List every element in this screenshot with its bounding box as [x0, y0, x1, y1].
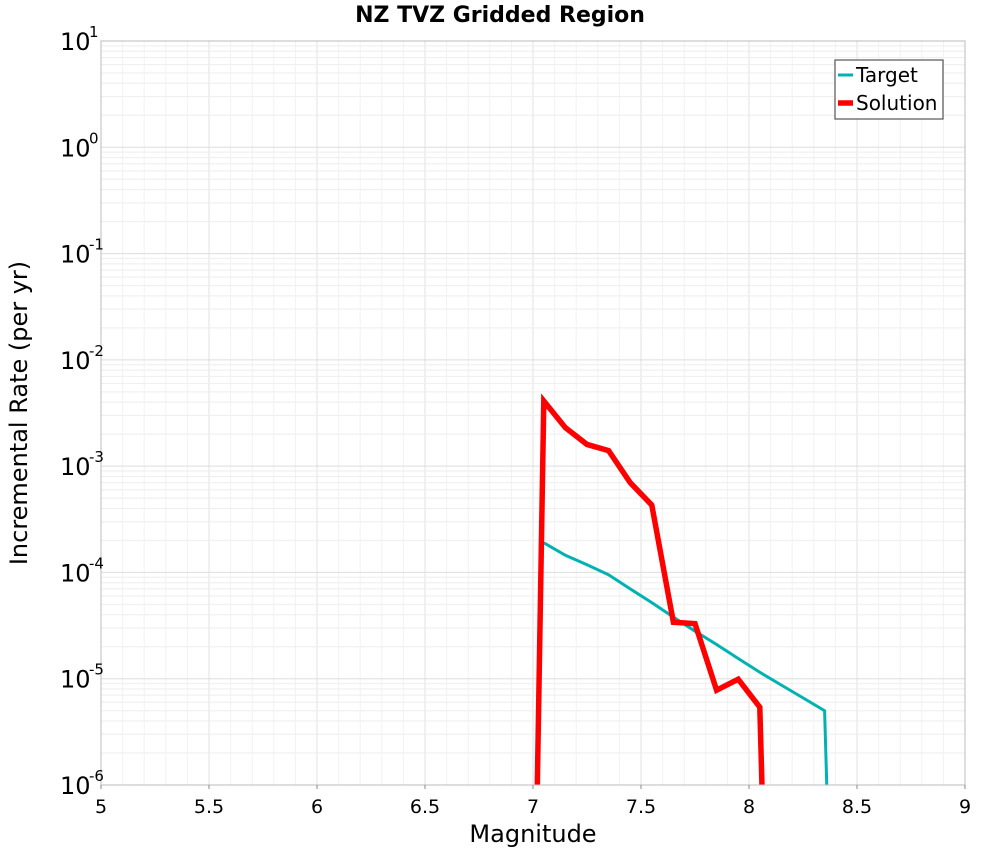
- x-tick-label: 6: [311, 796, 323, 818]
- x-tick-label: 6.5: [410, 796, 440, 818]
- y-tick-label: 10-1: [60, 236, 104, 269]
- grid: [100, 41, 966, 786]
- y-tick-exponent: -4: [89, 554, 104, 572]
- y-tick-label: 10-4: [60, 554, 104, 587]
- y-tick-base: 10: [60, 28, 91, 56]
- y-tick-base: 10: [60, 666, 91, 694]
- y-tick-label: 10-6: [60, 767, 104, 800]
- legend: Target Solution: [834, 59, 944, 120]
- y-tick-base: 10: [60, 347, 91, 375]
- y-tick-label: 10-2: [60, 342, 104, 375]
- y-tick-base: 10: [60, 772, 91, 800]
- x-tick-label: 5: [95, 796, 107, 818]
- y-tick-base: 10: [60, 559, 91, 587]
- y-tick-exponent: 1: [89, 23, 99, 41]
- legend-label-solution: Solution: [856, 91, 937, 115]
- y-axis-label: Incremental Rate (per yr): [5, 261, 33, 565]
- y-tick-label: 10-5: [60, 661, 104, 694]
- y-tick-exponent: -2: [89, 342, 104, 360]
- x-tick-label: 5.5: [194, 796, 224, 818]
- chart-title: NZ TVZ Gridded Region: [355, 3, 645, 28]
- series-line-solution: [534, 393, 765, 786]
- y-tick-label: 10-3: [60, 448, 104, 481]
- y-tick-exponent: -6: [89, 767, 104, 785]
- y-tick-base: 10: [60, 241, 91, 269]
- series-group: [534, 393, 829, 786]
- y-tick-exponent: 0: [89, 129, 99, 147]
- y-tick-exponent: -3: [89, 448, 104, 466]
- x-tick-label: 7: [527, 796, 539, 818]
- y-tick-label: 100: [60, 129, 99, 162]
- y-tick-exponent: -1: [89, 236, 104, 254]
- x-axis-label: Magnitude: [469, 820, 596, 848]
- y-tick-base: 10: [60, 134, 91, 162]
- legend-label-target: Target: [855, 63, 918, 87]
- x-axis: 5 5.5 6 6.5 7 7.5 8 8.5 9: [95, 785, 971, 818]
- y-tick-label: 101: [60, 23, 99, 56]
- x-tick-label: 8: [743, 796, 755, 818]
- x-tick-label: 9: [959, 796, 971, 818]
- x-tick-label: 7.5: [626, 796, 656, 818]
- y-tick-base: 10: [60, 453, 91, 481]
- x-tick-label: 8.5: [842, 796, 872, 818]
- y-tick-exponent: -5: [89, 661, 104, 679]
